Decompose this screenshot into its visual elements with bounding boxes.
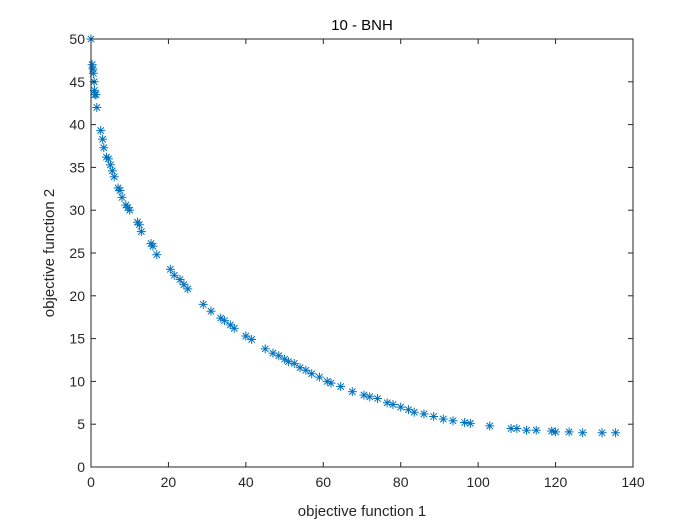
data-point <box>283 357 293 367</box>
data-point <box>485 421 495 431</box>
data-point <box>109 172 119 182</box>
data-point <box>512 423 522 433</box>
data-point <box>206 306 216 316</box>
x-axis-label: objective function 1 <box>298 503 426 520</box>
data-point <box>531 425 541 435</box>
y-tick-label: 40 <box>69 117 85 133</box>
x-tick-label: 20 <box>161 474 177 490</box>
data-point <box>105 160 115 170</box>
data-point <box>152 250 162 260</box>
data-point <box>336 382 346 392</box>
plot-area <box>91 39 633 467</box>
data-point <box>183 284 193 294</box>
data-point <box>247 334 257 344</box>
data-point <box>359 390 369 400</box>
y-tick-label: 5 <box>77 416 85 432</box>
y-tick-label: 10 <box>69 373 85 389</box>
data-markers <box>86 34 621 438</box>
data-point <box>134 220 144 230</box>
data-point <box>564 427 574 437</box>
x-tick-label: 140 <box>621 474 645 490</box>
y-tick-label: 35 <box>69 159 85 175</box>
x-tick-label: 80 <box>393 474 409 490</box>
data-point <box>165 264 175 274</box>
data-point <box>460 417 470 427</box>
y-tick-label: 25 <box>69 245 85 261</box>
data-point <box>96 126 106 136</box>
data-point <box>326 378 336 388</box>
data-point <box>88 68 98 78</box>
data-point <box>229 323 239 333</box>
data-point <box>419 409 429 419</box>
data-point <box>91 90 101 100</box>
y-tick-label: 15 <box>69 331 85 347</box>
x-axis-ticks: 0 20 40 60 80 100 120 140 <box>87 39 645 490</box>
data-point <box>115 186 125 196</box>
data-point <box>388 400 398 410</box>
data-point <box>103 154 113 164</box>
data-point <box>117 192 127 202</box>
data-point <box>98 134 108 144</box>
y-tick-label: 0 <box>77 459 85 475</box>
data-point <box>260 344 270 354</box>
data-point <box>396 402 406 412</box>
data-point <box>611 428 621 438</box>
y-tick-label: 50 <box>69 31 85 47</box>
y-axis-ticks: 0 5 10 15 20 25 30 35 40 45 50 <box>69 31 633 475</box>
data-point <box>522 425 532 435</box>
data-point <box>220 316 230 326</box>
y-tick-label: 20 <box>69 288 85 304</box>
x-tick-label: 100 <box>466 474 490 490</box>
data-point <box>448 416 458 426</box>
y-tick-label: 30 <box>69 202 85 218</box>
data-point <box>372 394 382 404</box>
chart-title: 10 - BNH <box>331 17 393 34</box>
y-tick-label: 45 <box>69 74 85 90</box>
data-point <box>175 275 185 285</box>
data-point <box>289 358 299 368</box>
data-point <box>578 428 588 438</box>
x-tick-label: 0 <box>87 474 95 490</box>
data-point <box>322 376 332 386</box>
data-point <box>198 299 208 309</box>
x-tick-label: 40 <box>238 474 254 490</box>
data-point <box>314 372 324 382</box>
x-tick-label: 120 <box>544 474 568 490</box>
data-point <box>125 205 135 215</box>
data-point <box>136 227 146 237</box>
data-point <box>347 387 357 397</box>
y-axis-label: objective function 2 <box>41 189 58 317</box>
data-point <box>465 418 475 428</box>
data-point <box>438 414 448 424</box>
data-point <box>409 407 419 417</box>
data-point <box>429 411 439 421</box>
data-point <box>365 392 375 402</box>
data-point <box>148 241 158 251</box>
x-tick-label: 60 <box>315 474 331 490</box>
data-point <box>307 369 317 379</box>
data-point <box>99 143 109 153</box>
data-point <box>92 102 102 112</box>
data-point <box>551 427 561 437</box>
data-point <box>382 398 392 408</box>
data-point <box>107 166 117 176</box>
data-point <box>597 428 607 438</box>
data-point <box>169 270 179 280</box>
